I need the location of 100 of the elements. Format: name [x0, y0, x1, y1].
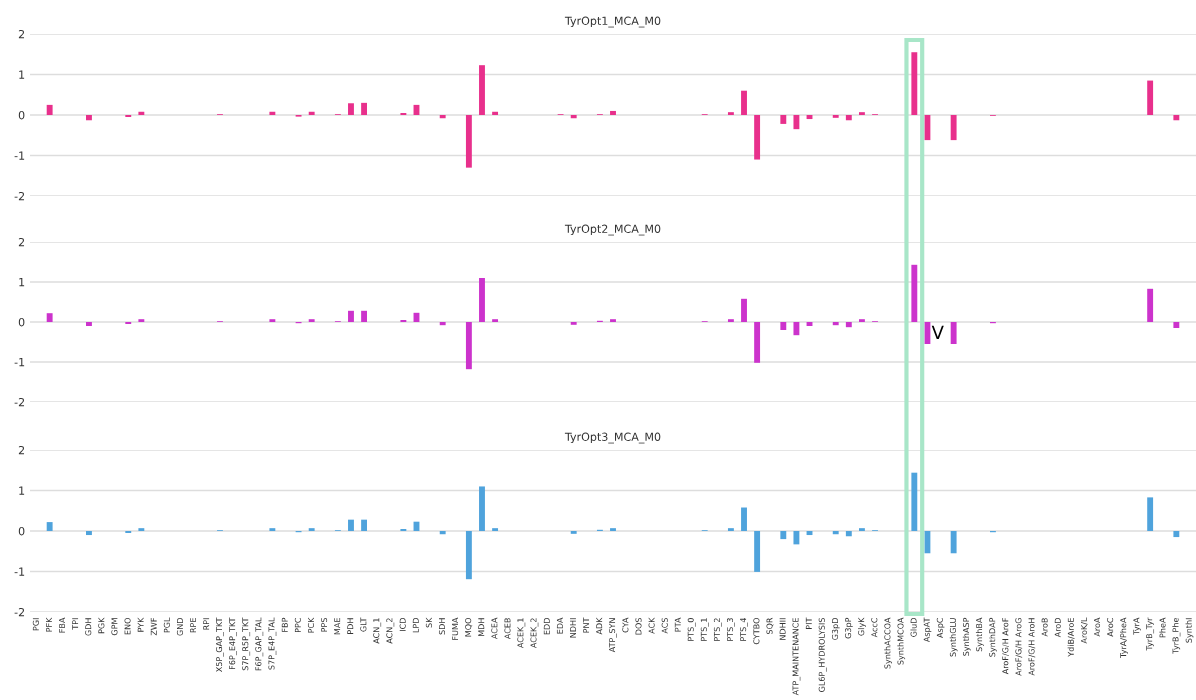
y-tick-label: -2 — [14, 397, 25, 407]
chart-title: TyrOpt1_MCA_M0 — [564, 16, 661, 28]
bar — [479, 65, 485, 115]
bar — [924, 115, 931, 141]
x-tick-label: GDH — [85, 618, 92, 636]
x-tick-label: LPD — [412, 618, 419, 633]
x-tick-label: ACN_1 — [373, 618, 382, 644]
bar — [911, 472, 918, 531]
bar — [86, 115, 92, 121]
bar — [348, 310, 354, 322]
bar — [780, 322, 787, 330]
bar — [439, 531, 446, 535]
annotation: V — [931, 325, 944, 339]
x-tick-label: SQR — [766, 617, 774, 635]
x-tick-label: PTS_1 — [700, 618, 709, 641]
y-tick-label: 2 — [18, 29, 25, 39]
bar — [361, 102, 368, 115]
bar — [125, 531, 132, 534]
y-tick-label: 0 — [18, 110, 25, 120]
bar — [86, 531, 92, 536]
x-tick-label: SK — [425, 617, 432, 628]
x-tick-label: AroA — [1094, 617, 1101, 637]
x-tick-label: AspAT — [923, 617, 932, 643]
x-tick-label: PGK — [98, 617, 105, 634]
y-tick-label: 0 — [18, 317, 25, 327]
bar — [348, 103, 354, 115]
bar — [465, 531, 472, 580]
x-tick-label: ACEB — [504, 618, 511, 640]
x-tick-label: AspC — [936, 617, 945, 638]
bar — [465, 115, 472, 168]
chart-title: TyrOpt2_MCA_M0 — [564, 224, 661, 236]
x-tick-label: TyrB_Tyr — [1146, 617, 1155, 651]
bar — [845, 115, 852, 121]
bar — [492, 528, 499, 531]
x-tick-label: TyrA — [1133, 617, 1141, 635]
y-tick-label: 1 — [19, 486, 25, 495]
x-tick-label: PTS_2 — [713, 618, 722, 641]
x-tick-label: PTS_3 — [726, 618, 735, 641]
x-tick-label: SynthASP — [962, 617, 971, 656]
bar — [924, 322, 931, 344]
x-tick-label: AccC — [871, 617, 878, 638]
bar — [269, 111, 276, 115]
bar — [741, 507, 747, 531]
x-tick-label: PPS — [321, 618, 328, 632]
x-tick-label: AroC — [1107, 617, 1114, 637]
y-tick-label: 2 — [18, 445, 25, 455]
bar — [400, 112, 407, 115]
x-tick-label: PheA — [1159, 617, 1166, 638]
x-tick-label: NDHII — [779, 618, 786, 640]
bar — [361, 310, 368, 322]
bar — [727, 528, 734, 531]
bar — [1147, 288, 1154, 322]
x-tick-label: ATP_SYN — [609, 618, 617, 653]
x-tick-label: YdiB/AroE — [1067, 618, 1075, 657]
x-tick-label: F6P_GAP_TAL — [255, 617, 264, 671]
bar — [911, 52, 918, 115]
bar — [727, 112, 734, 115]
bar — [832, 531, 839, 535]
x-tick-label: RPE — [190, 618, 196, 633]
x-tick-label: TPI — [72, 618, 79, 630]
x-tick-label: RPI — [203, 618, 210, 630]
bar — [479, 278, 485, 322]
bar — [858, 112, 865, 115]
bar — [845, 531, 852, 537]
x-tick-label: MDH — [478, 618, 485, 636]
bar — [439, 322, 446, 326]
bar — [1147, 80, 1154, 115]
bar — [754, 322, 761, 363]
x-tick-label: DOS — [635, 618, 642, 635]
y-tick-label: 0 — [18, 526, 25, 536]
bar — [138, 111, 145, 115]
bar — [308, 528, 315, 531]
x-tick-label: PTS_4 — [740, 618, 748, 641]
x-tick-label: G3pP — [845, 617, 853, 639]
x-tick-label: MAE — [334, 618, 341, 635]
x-tick-label: ACEK_1 — [517, 618, 526, 649]
x-tick-label: ACEA — [491, 617, 498, 640]
bar — [610, 110, 616, 115]
bar — [754, 531, 761, 572]
bar — [950, 115, 957, 141]
bar — [400, 528, 407, 531]
x-tick-label: GL6P_HYDROLYSIS — [818, 618, 827, 692]
x-tick-label: PFK — [46, 617, 52, 632]
x-tick-label: SynthBA — [975, 617, 984, 652]
x-tick-label: ACK — [648, 617, 655, 634]
x-tick-label: ACN_2 — [386, 618, 395, 644]
bar — [858, 528, 865, 531]
bar — [269, 528, 276, 531]
bar — [361, 519, 368, 531]
bar — [741, 90, 747, 115]
y-tick-label: -1 — [14, 151, 25, 160]
bar — [1173, 322, 1180, 328]
bar — [46, 522, 53, 531]
bar — [924, 531, 931, 554]
bar — [950, 531, 957, 554]
bar — [570, 531, 577, 534]
x-tick-label: AroD — [1054, 618, 1061, 638]
x-tick-label: S7P_R5P_TKT — [242, 617, 251, 671]
bar — [754, 115, 761, 160]
x-tick-label: PNT — [583, 617, 590, 633]
